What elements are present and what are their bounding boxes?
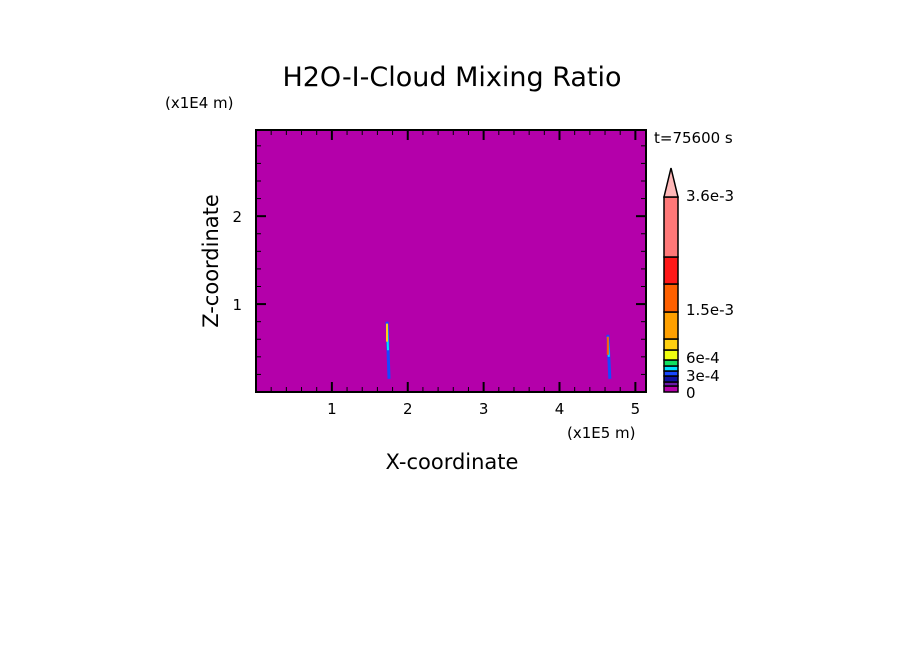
y-unit-label: (x1E4 m) bbox=[165, 94, 234, 112]
colorbar-label: 3.6e-3 bbox=[686, 187, 734, 205]
x-tick-label: 2 bbox=[403, 400, 413, 418]
colorbar-label: 6e-4 bbox=[686, 349, 720, 367]
x-tick-label: 4 bbox=[555, 400, 565, 418]
colorbar-segment bbox=[663, 256, 679, 285]
plot-area bbox=[255, 129, 647, 393]
colorbar-segment bbox=[663, 338, 679, 351]
colorbar-segment bbox=[663, 283, 679, 313]
chart-title: H2O-I-Cloud Mixing Ratio bbox=[282, 62, 621, 93]
x-axis-label: X-coordinate bbox=[386, 450, 519, 474]
y-tick-label: 1 bbox=[232, 296, 242, 314]
colorbar-label: 3e-4 bbox=[686, 367, 720, 385]
time-label: t=75600 s bbox=[654, 129, 733, 147]
colorbar-label: 1.5e-3 bbox=[686, 301, 734, 319]
x-tick-label: 3 bbox=[479, 400, 489, 418]
y-tick-label: 2 bbox=[232, 208, 242, 226]
y-axis-label: Z-coordinate bbox=[199, 194, 223, 328]
colorbar-segment bbox=[663, 196, 679, 258]
colorbar-label: 0 bbox=[686, 384, 696, 402]
colorbar-segment bbox=[663, 349, 679, 361]
colorbar-segment bbox=[663, 311, 679, 340]
x-unit-label: (x1E5 m) bbox=[567, 424, 636, 442]
colorbar-segment bbox=[663, 359, 679, 367]
colorbar-segment bbox=[663, 385, 679, 393]
colorbar-extend-triangle bbox=[663, 167, 679, 198]
x-tick-label: 1 bbox=[327, 400, 337, 418]
x-tick-label: 5 bbox=[631, 400, 641, 418]
colorbar-segment bbox=[663, 375, 679, 383]
